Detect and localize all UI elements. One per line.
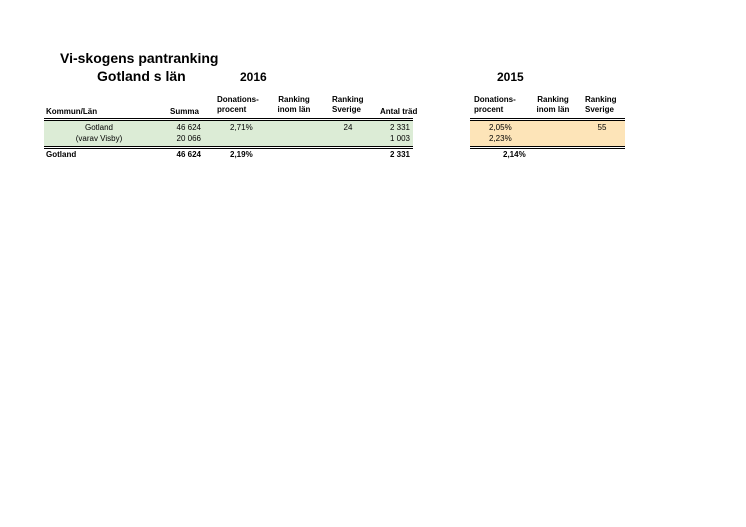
- header-prev-donationsprocent-line2: procent: [474, 105, 504, 114]
- row1-ranking-sverige: 24: [343, 123, 353, 132]
- header-prev-ranking-sverige: Ranking Sverige: [585, 95, 617, 115]
- header-ranking-lan: Ranking inom län: [274, 95, 314, 115]
- current-year-band: [44, 121, 413, 146]
- header-ranking-lan-line2: inom län: [277, 105, 311, 114]
- row1-donationsprocent: 2,71%: [230, 123, 253, 132]
- header-ranking-sverige-line2: Sverige: [332, 105, 361, 114]
- border-top-previous-2: [470, 120, 625, 121]
- header-summa: Summa: [170, 107, 199, 116]
- header-prev-ranking-lan-line1: Ranking: [537, 95, 569, 104]
- border-top-current-1: [44, 118, 413, 119]
- header-antal-trad: Antal träd: [380, 107, 418, 116]
- header-ranking-sverige-line1: Ranking: [332, 95, 364, 104]
- total-summa: 46 624: [176, 150, 201, 159]
- header-prev-donationsprocent: Donations- procent: [474, 95, 516, 115]
- header-ranking-sverige: Ranking Sverige: [332, 95, 364, 115]
- row2-prev-donationsprocent: 2,23%: [489, 134, 512, 143]
- header-prev-donationsprocent-line1: Donations-: [474, 95, 516, 104]
- border-bottom-current-1: [44, 146, 413, 147]
- year-previous: 2015: [497, 70, 524, 84]
- row2-antal-trad: 1 003: [389, 134, 410, 143]
- border-top-current-2: [44, 120, 413, 121]
- header-ranking-lan-line1: Ranking: [278, 95, 310, 104]
- border-bottom-previous-1: [470, 146, 625, 147]
- total-prev-donationsprocent: 2,14%: [503, 150, 526, 159]
- border-top-previous-1: [470, 118, 625, 119]
- border-bottom-previous-2: [470, 148, 625, 149]
- header-prev-ranking-sverige-line2: Sverige: [585, 105, 614, 114]
- header-donationsprocent-line2: procent: [217, 105, 247, 114]
- previous-year-band: [470, 121, 625, 146]
- page-subtitle: Gotland s län: [97, 68, 186, 84]
- row1-antal-trad: 2 331: [389, 123, 410, 132]
- border-bottom-current-2: [44, 148, 413, 149]
- header-prev-ranking-sverige-line1: Ranking: [585, 95, 617, 104]
- row2-summa: 20 066: [176, 134, 201, 143]
- row1-prev-ranking-sverige: 55: [597, 123, 607, 132]
- row1-prev-donationsprocent: 2,05%: [489, 123, 512, 132]
- total-donationsprocent: 2,19%: [230, 150, 253, 159]
- row2-kommun: (varav Visby): [75, 134, 123, 143]
- header-donationsprocent: Donations- procent: [217, 95, 259, 115]
- header-prev-ranking-lan: Ranking inom län: [533, 95, 573, 115]
- year-current: 2016: [240, 70, 267, 84]
- total-antal-trad: 2 331: [389, 150, 410, 159]
- page-title: Vi-skogens pantranking: [60, 50, 219, 66]
- row1-kommun: Gotland: [84, 123, 114, 132]
- total-kommun: Gotland: [46, 150, 77, 159]
- row1-summa: 46 624: [176, 123, 201, 132]
- header-prev-ranking-lan-line2: inom län: [536, 105, 570, 114]
- header-donationsprocent-line1: Donations-: [217, 95, 259, 104]
- header-kommun: Kommun/Län: [46, 107, 98, 116]
